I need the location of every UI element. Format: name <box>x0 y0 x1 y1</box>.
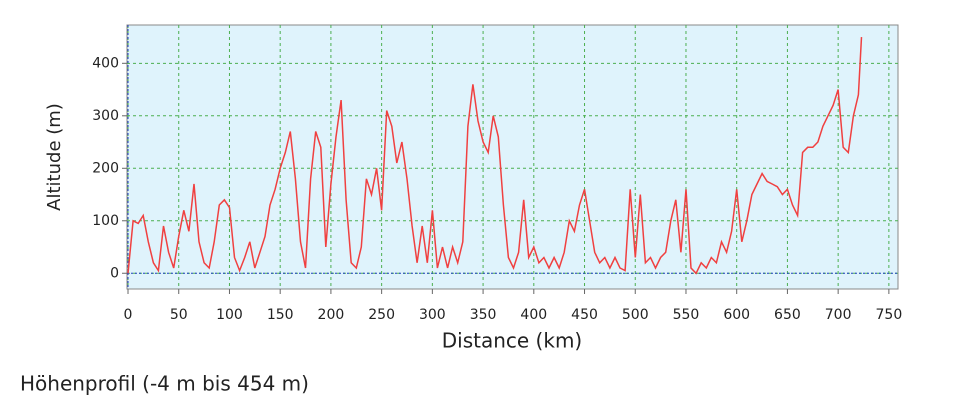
y-tick-label: 0 <box>110 265 119 281</box>
y-axis-label: Altitude (m) <box>44 103 65 211</box>
elevation-line <box>127 37 863 275</box>
caption: Höhenprofil (-4 m bis 454 m) <box>20 372 309 396</box>
x-tick-label: 200 <box>318 307 345 323</box>
y-tick-label: 200 <box>92 160 119 176</box>
x-tick-label: 350 <box>470 307 497 323</box>
x-tick-label: 250 <box>368 307 395 323</box>
x-tick-label: 600 <box>723 307 750 323</box>
x-tick-label: 0 <box>124 307 133 323</box>
x-tick-label: 300 <box>419 307 446 323</box>
x-tick-label: 700 <box>825 307 852 323</box>
x-tick-label: 550 <box>673 307 700 323</box>
x-tick-label: 650 <box>774 307 801 323</box>
plot-area <box>126 24 899 290</box>
y-tick-label: 400 <box>92 55 119 71</box>
x-tick-label: 450 <box>571 307 598 323</box>
x-axis-label: Distance (km) <box>442 329 582 353</box>
x-tick-label: 400 <box>520 307 547 323</box>
x-tick-label: 150 <box>267 307 294 323</box>
x-tick-label: 50 <box>170 307 188 323</box>
x-tick-label: 750 <box>876 307 903 323</box>
y-tick-label: 300 <box>92 108 119 124</box>
y-tick-label: 100 <box>92 213 119 229</box>
x-tick-label: 500 <box>622 307 649 323</box>
x-tick-label: 100 <box>216 307 243 323</box>
